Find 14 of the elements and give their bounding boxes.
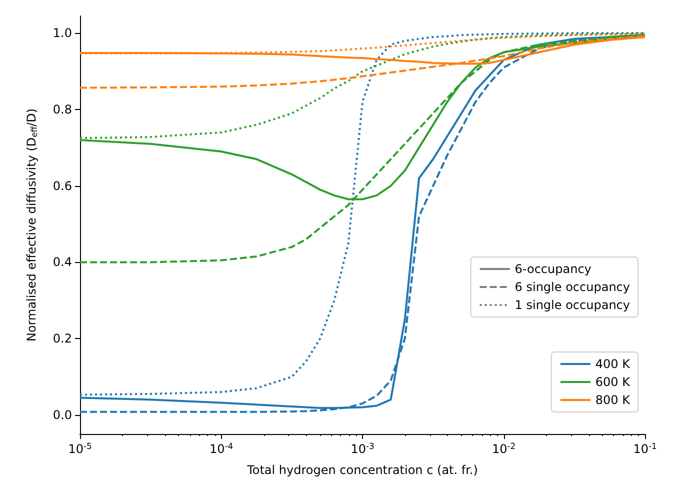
legend-label: 1 single occupancy — [514, 298, 630, 312]
legend-label: 600 K — [595, 375, 632, 389]
legend-label: 6 single occupancy — [514, 280, 630, 294]
y-tick-label: 0.4 — [52, 255, 72, 270]
y-tick-label: 0.8 — [52, 102, 72, 117]
y-tick-label: 1.0 — [52, 26, 72, 40]
y-tick-label: 0.0 — [52, 408, 72, 422]
y-tick-label: 0.6 — [52, 178, 72, 193]
legend-label: 800 K — [595, 393, 632, 407]
legend-label: 400 K — [595, 357, 632, 371]
x-axis-title: Total hydrogen concentration c (at. fr.) — [246, 463, 478, 477]
legend-label: 6-occupancy — [514, 262, 592, 276]
y-axis-title: Normalised effective diffusivity (Deff/D) — [24, 108, 39, 342]
y-tick-label: 0.2 — [52, 332, 72, 346]
